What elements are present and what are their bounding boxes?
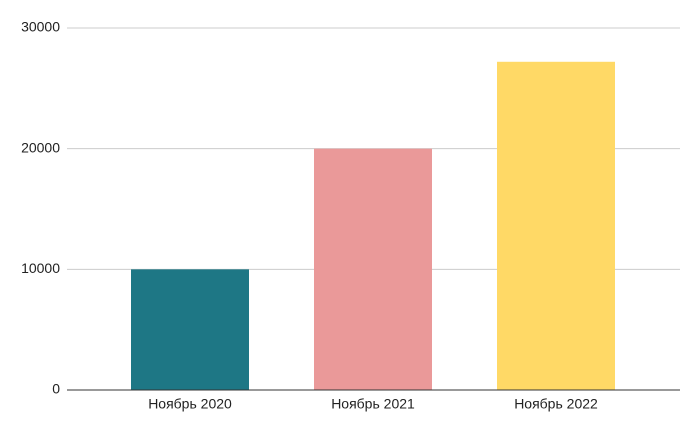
x-tick-label: Ноябрь 2021 (331, 396, 415, 412)
x-tick-label: Ноябрь 2020 (148, 396, 232, 412)
x-tick-label: Ноябрь 2022 (514, 396, 598, 412)
bar (497, 61, 615, 390)
y-tick-label: 20000 (21, 139, 60, 155)
bar (131, 269, 249, 390)
y-tick-label: 30000 (21, 19, 60, 35)
y-tick-label: 10000 (21, 260, 60, 276)
y-tick-label: 0 (52, 381, 60, 397)
bar (314, 148, 432, 390)
